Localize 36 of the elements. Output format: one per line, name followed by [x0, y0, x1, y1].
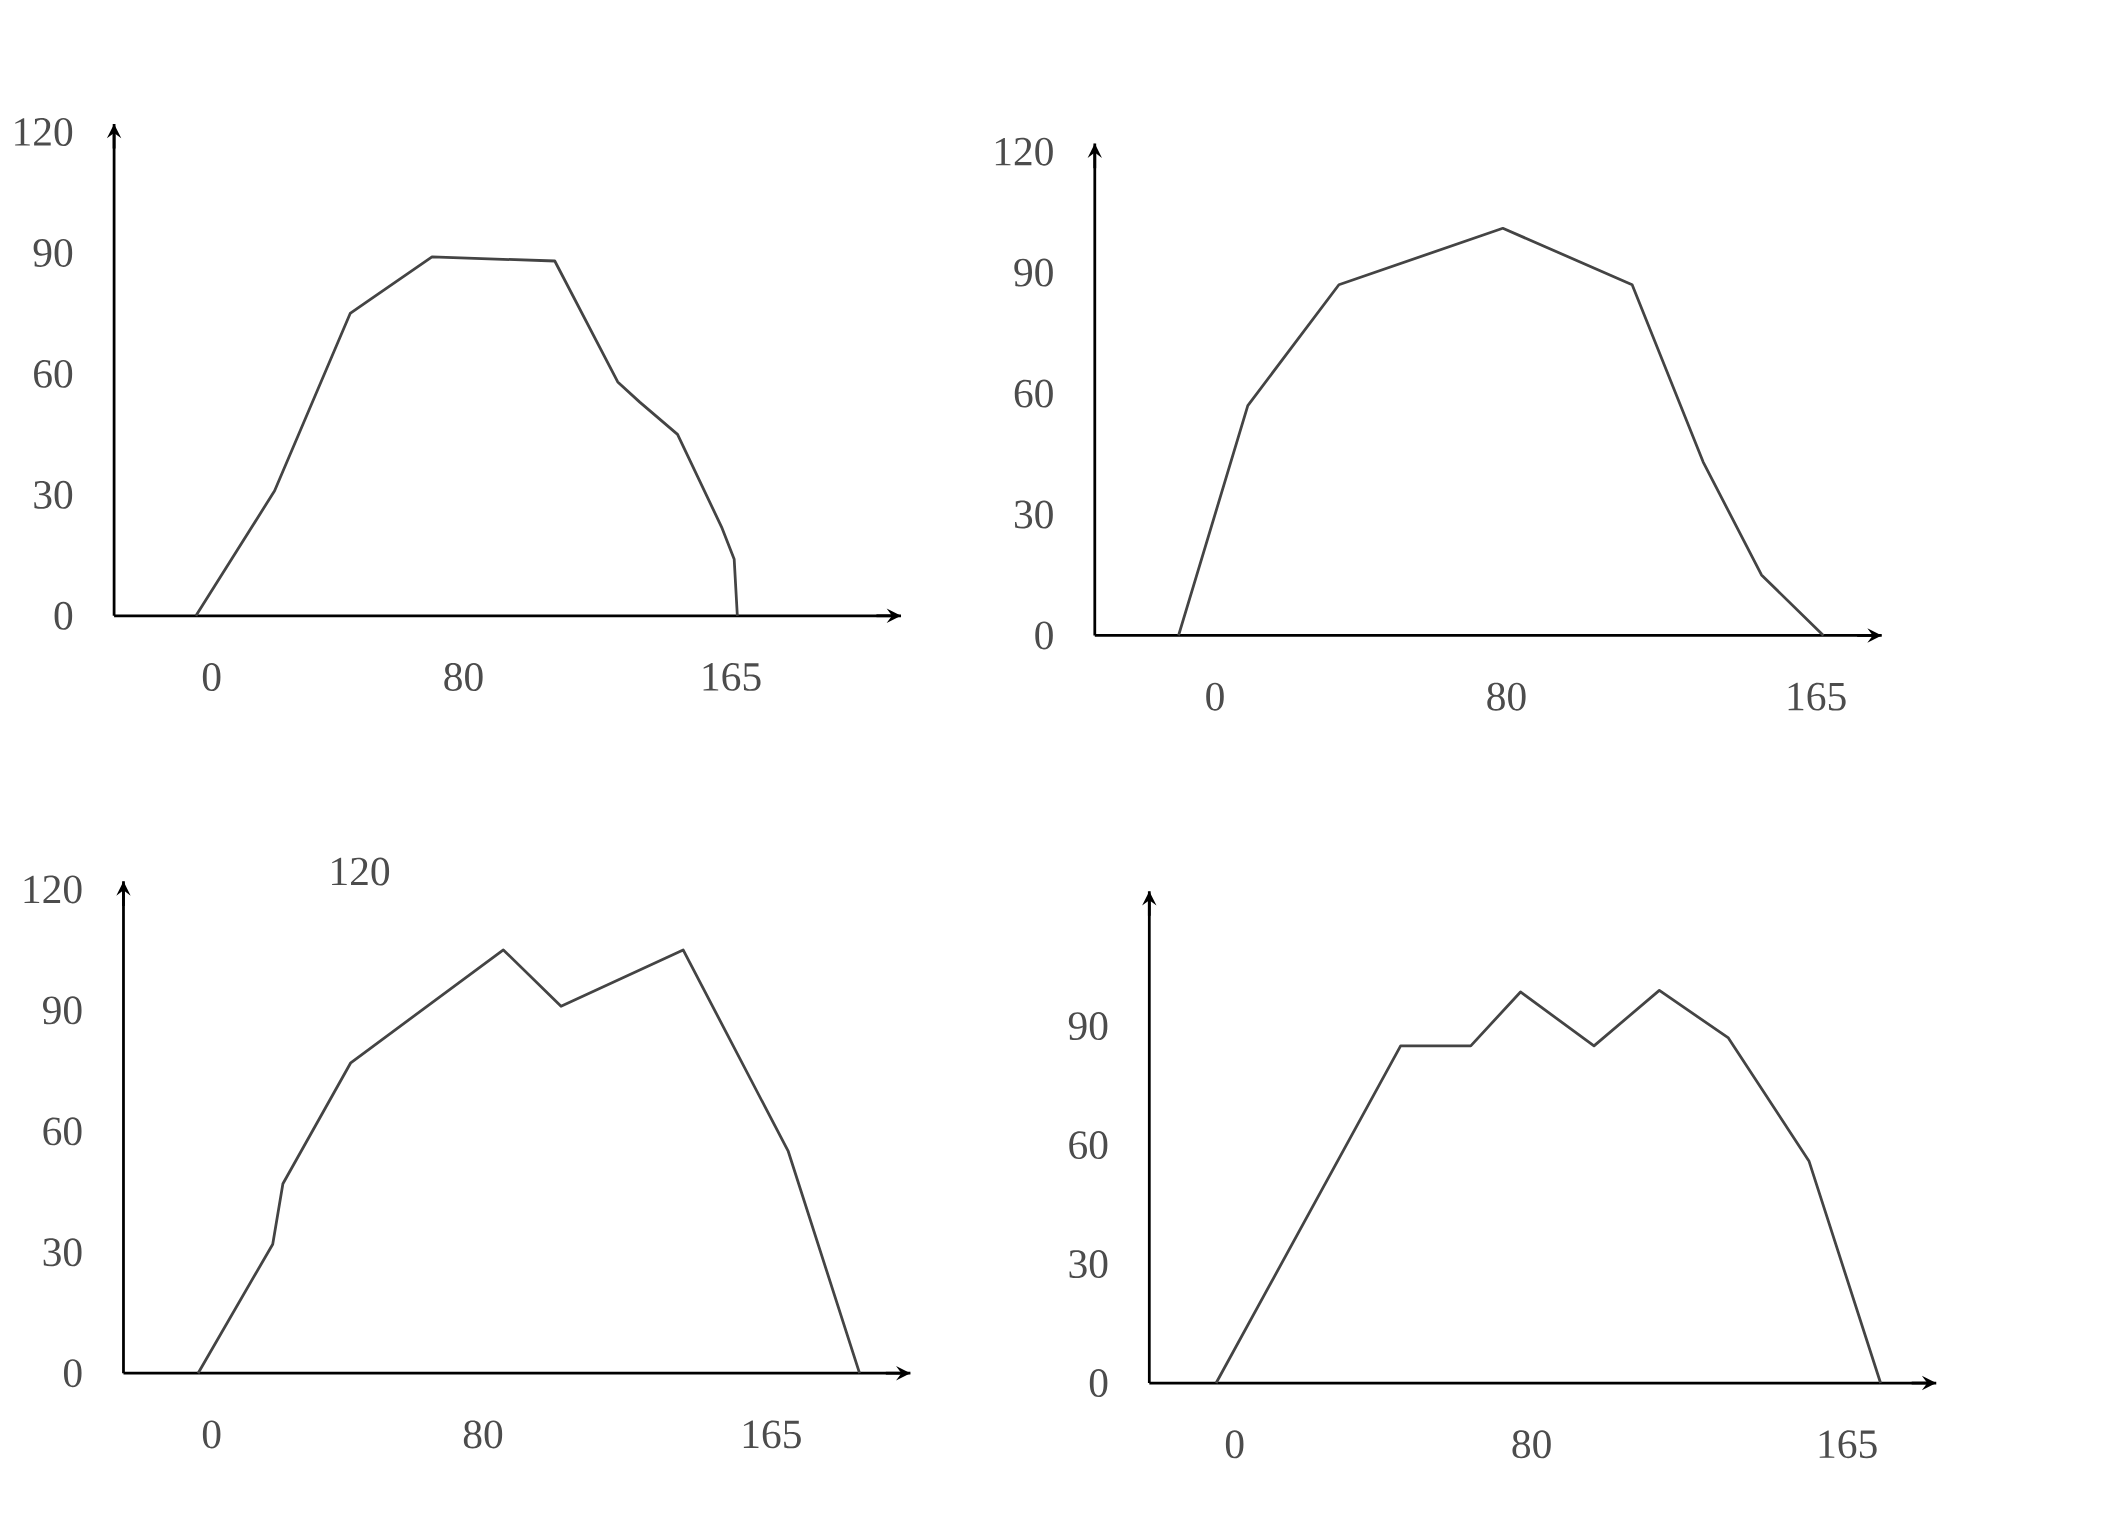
x-tick-label: 0 — [202, 663, 221, 692]
x-tick-label: 0 — [202, 1420, 221, 1449]
y-tick-label: 30 — [34, 480, 73, 509]
y-tick-label: 30 — [43, 1238, 82, 1267]
x-tick-label: 165 — [703, 663, 761, 691]
x-tick-label: 165 — [1819, 1430, 1877, 1459]
x-tick-label: 80 — [1512, 1430, 1551, 1459]
x-tick-label: 165 — [1788, 682, 1846, 711]
x-tick-label: 80 — [444, 663, 483, 692]
y-tick-label: 60 — [34, 360, 73, 388]
y-tick-label: 60 — [43, 1117, 82, 1146]
y-tick-label: 120 — [995, 137, 1053, 166]
line-series — [196, 948, 861, 1375]
x-tick-label: 80 — [463, 1420, 503, 1449]
y-tick-label: 0 — [54, 601, 73, 630]
y-tick-label: 0 — [1089, 1369, 1108, 1398]
y-tick-label: 120 — [15, 118, 73, 147]
y-tick-label: 90 — [1068, 1012, 1108, 1041]
y-tick-label: 30 — [1069, 1250, 1108, 1279]
annotation: 120 — [332, 857, 390, 886]
y-tick-label: 90 — [33, 239, 73, 268]
line-series — [194, 255, 739, 618]
y-tick-label: 60 — [1069, 1131, 1108, 1160]
y-tick-label: 90 — [43, 996, 82, 1025]
line-series — [1177, 227, 1825, 637]
y-tick-label: 60 — [1014, 379, 1053, 408]
y-tick-label: 120 — [24, 875, 82, 904]
x-tick-label: 165 — [743, 1420, 801, 1449]
y-tick-label: 0 — [1035, 621, 1053, 650]
x-tick-label: 0 — [1225, 1430, 1244, 1459]
y-tick-label: 30 — [1014, 500, 1053, 529]
y-tick-label: 90 — [1014, 258, 1053, 287]
y-tick-label: 0 — [63, 1359, 82, 1388]
x-tick-label: 80 — [1487, 682, 1526, 711]
x-tick-label: 0 — [1206, 682, 1224, 711]
line-series — [1214, 989, 1882, 1385]
